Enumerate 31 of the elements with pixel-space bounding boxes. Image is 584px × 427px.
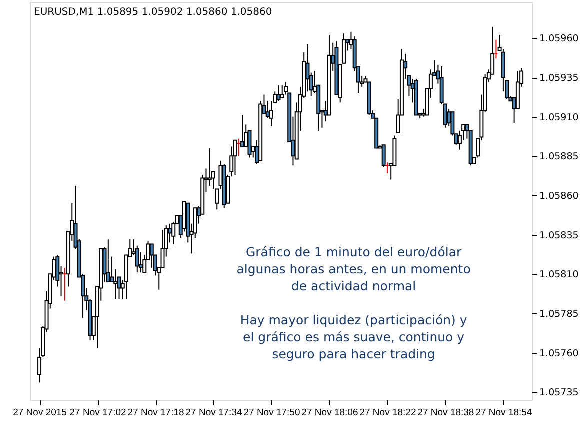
y-tick-label: 1.05885: [540, 152, 579, 163]
x-tick-label: 27 Nov 18:06: [302, 408, 358, 418]
candlestick: [106, 239, 110, 283]
annotation: Hay mayor liquidez (participación) y el gráfico es más suave, continuo y seguro para hacer trading: [240, 312, 468, 362]
chart-title: EURUSD,M1 1.05895 1.05902 1.05860 1.05860: [34, 7, 272, 18]
candlestick: [233, 140, 238, 176]
y-tick-label: 1.05785: [540, 308, 579, 320]
x-tick-label: 27 Nov 18:22: [360, 408, 416, 418]
y-tick-label: 1.05935: [540, 73, 579, 84]
annotation: Gráfico de 1 minuto del euro/dólar algunas horas antes, en un momento de actividad normal: [236, 244, 471, 294]
x-tick-label: 27 Nov 17:02: [70, 408, 126, 418]
candlestick: [114, 268, 118, 300]
x-tick-label: 27 Nov 17:50: [244, 408, 300, 418]
candlestick: [150, 244, 154, 268]
x-tick-label: 27 Nov 2015: [13, 408, 67, 418]
y-tick-label: 1.05760: [540, 348, 579, 360]
candlestick: [208, 148, 212, 187]
y-tick-label: 1.05735: [540, 388, 579, 399]
candlestick: [382, 144, 386, 168]
y-tick-label: 1.05835: [540, 230, 579, 242]
y-tick-label: 1.05960: [540, 34, 579, 45]
y-tick-label: 1.05860: [540, 190, 579, 202]
candlestick: [266, 100, 270, 119]
candlestick: [276, 84, 281, 102]
x-tick-label: 27 Nov 17:34: [186, 408, 242, 418]
y-tick-label: 1.05810: [540, 270, 579, 281]
y-tick-label: 1.05910: [540, 112, 579, 124]
x-tick-label: 27 Nov 17:18: [128, 408, 184, 418]
candlestick: [280, 84, 284, 98]
x-tick-label: 27 Nov 18:38: [418, 408, 474, 418]
x-tick-label: 27 Nov 18:54: [476, 408, 532, 418]
